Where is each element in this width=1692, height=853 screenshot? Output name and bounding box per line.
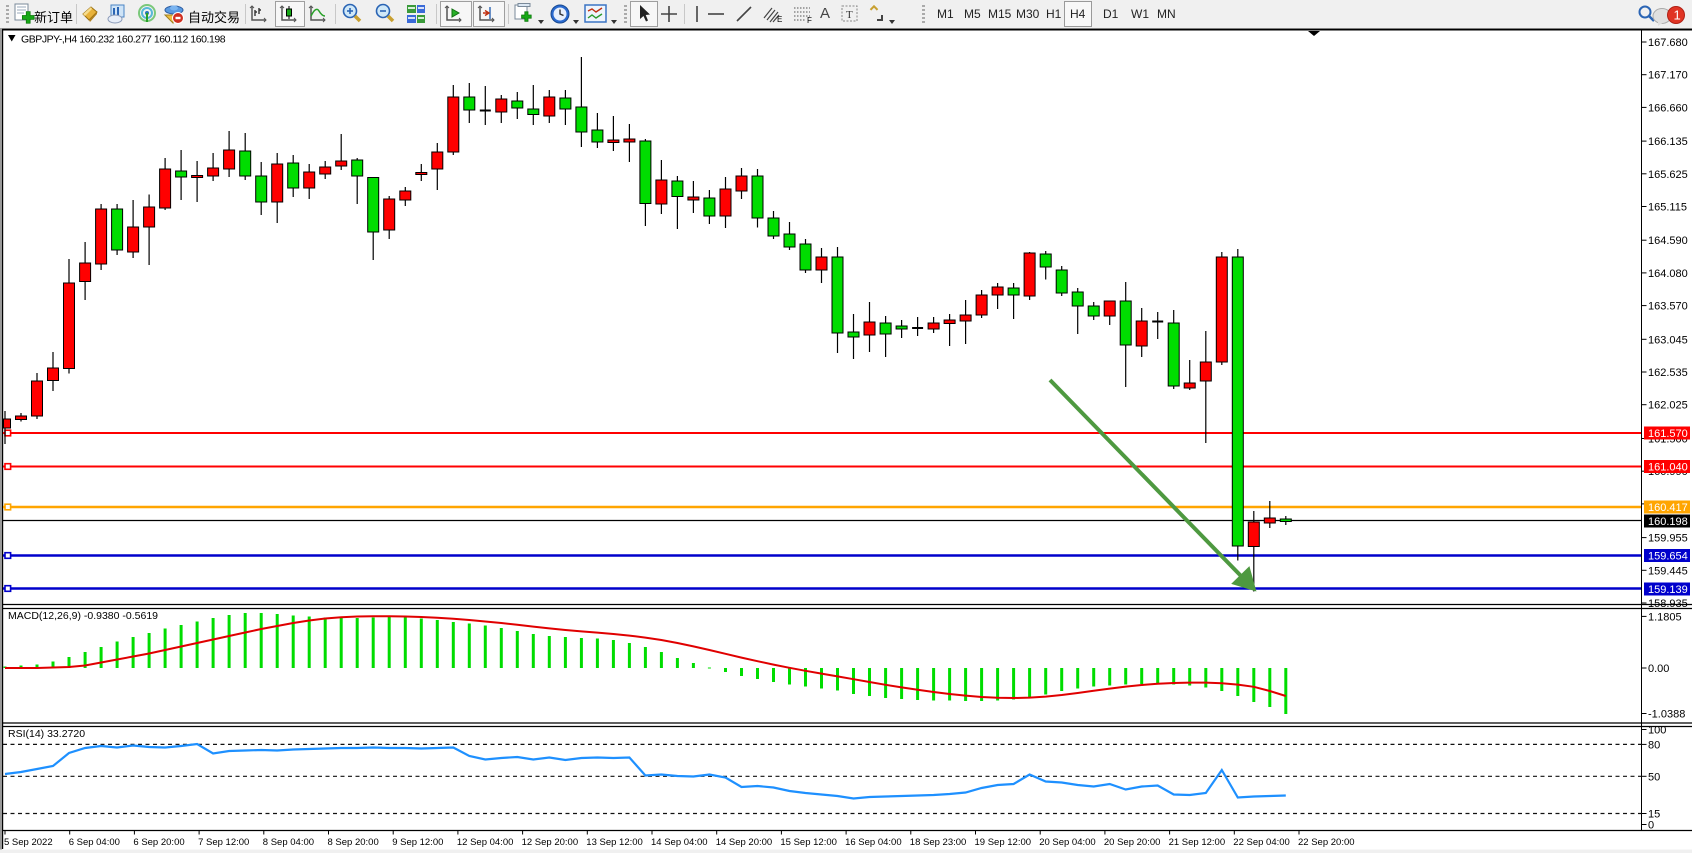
svg-text:14 Sep 04:00: 14 Sep 04:00: [651, 837, 708, 848]
svg-text:163.045: 163.045: [1648, 334, 1688, 346]
svg-text:167.170: 167.170: [1648, 70, 1688, 82]
svg-text:20 Sep 20:00: 20 Sep 20:00: [1104, 837, 1161, 848]
svg-text:162.025: 162.025: [1648, 400, 1688, 412]
svg-text:20 Sep 04:00: 20 Sep 04:00: [1039, 837, 1096, 848]
svg-text:1.1805: 1.1805: [1648, 611, 1682, 623]
svg-text:165.115: 165.115: [1648, 202, 1687, 214]
svg-text:5 Sep 2022: 5 Sep 2022: [4, 837, 53, 848]
svg-text:160.198: 160.198: [1648, 516, 1688, 528]
svg-text:159.955: 159.955: [1648, 533, 1688, 545]
svg-text:159.654: 159.654: [1648, 551, 1688, 563]
svg-text:160.417: 160.417: [1648, 502, 1688, 514]
svg-text:159.445: 159.445: [1648, 565, 1688, 577]
svg-text:E: E: [777, 15, 782, 24]
svg-text:80: 80: [1648, 739, 1660, 751]
svg-text:163.570: 163.570: [1648, 301, 1688, 313]
svg-text:165.625: 165.625: [1648, 169, 1688, 181]
svg-text:12 Sep 04:00: 12 Sep 04:00: [457, 837, 514, 848]
svg-text:MACD(12,26,9) -0.9380 -0.5619: MACD(12,26,9) -0.9380 -0.5619: [8, 610, 158, 622]
svg-text:100: 100: [1648, 725, 1666, 737]
svg-text:14 Sep 20:00: 14 Sep 20:00: [716, 837, 773, 848]
svg-text:166.135: 166.135: [1648, 136, 1688, 148]
svg-text:15: 15: [1648, 809, 1660, 821]
svg-text:6 Sep 04:00: 6 Sep 04:00: [69, 837, 120, 848]
svg-text:164.590: 164.590: [1648, 235, 1688, 247]
svg-text:18 Sep 23:00: 18 Sep 23:00: [910, 837, 967, 848]
svg-text:RSI(14) 33.2720: RSI(14) 33.2720: [8, 728, 85, 740]
svg-text:-1.0388: -1.0388: [1648, 709, 1685, 721]
svg-text:161.570: 161.570: [1648, 428, 1688, 440]
svg-text:F: F: [807, 16, 812, 24]
svg-text:8 Sep 20:00: 8 Sep 20:00: [328, 837, 379, 848]
svg-text:161.040: 161.040: [1648, 462, 1688, 474]
svg-text:8 Sep 04:00: 8 Sep 04:00: [263, 837, 314, 848]
svg-text:9 Sep 12:00: 9 Sep 12:00: [392, 837, 443, 848]
svg-text:12 Sep 20:00: 12 Sep 20:00: [522, 837, 579, 848]
svg-text:21 Sep 12:00: 21 Sep 12:00: [1169, 837, 1226, 848]
svg-text:167.680: 167.680: [1648, 37, 1688, 49]
svg-text:22 Sep 04:00: 22 Sep 04:00: [1233, 837, 1290, 848]
svg-text:50: 50: [1648, 771, 1660, 783]
svg-text:166.660: 166.660: [1648, 102, 1688, 114]
svg-text:19 Sep 12:00: 19 Sep 12:00: [975, 837, 1032, 848]
svg-text:159.139: 159.139: [1648, 584, 1688, 596]
svg-text:T: T: [846, 9, 853, 21]
svg-text:7 Sep 12:00: 7 Sep 12:00: [198, 837, 249, 848]
svg-text:164.080: 164.080: [1648, 268, 1688, 280]
svg-text:162.535: 162.535: [1648, 367, 1688, 379]
svg-text:16 Sep 04:00: 16 Sep 04:00: [845, 837, 902, 848]
svg-text:158.935: 158.935: [1648, 598, 1688, 610]
svg-text:0: 0: [1648, 820, 1654, 832]
svg-text:0.00: 0.00: [1648, 663, 1669, 675]
svg-text:13 Sep 12:00: 13 Sep 12:00: [586, 837, 643, 848]
svg-text:GBPJPY-,H4 160.232 160.277 16: GBPJPY-,H4 160.232 160.277 160.112 160.1…: [21, 34, 226, 46]
svg-text:22 Sep 20:00: 22 Sep 20:00: [1298, 837, 1355, 848]
svg-text:6 Sep 20:00: 6 Sep 20:00: [133, 837, 184, 848]
svg-text:1: 1: [1674, 8, 1681, 23]
svg-text:15 Sep 12:00: 15 Sep 12:00: [780, 837, 837, 848]
